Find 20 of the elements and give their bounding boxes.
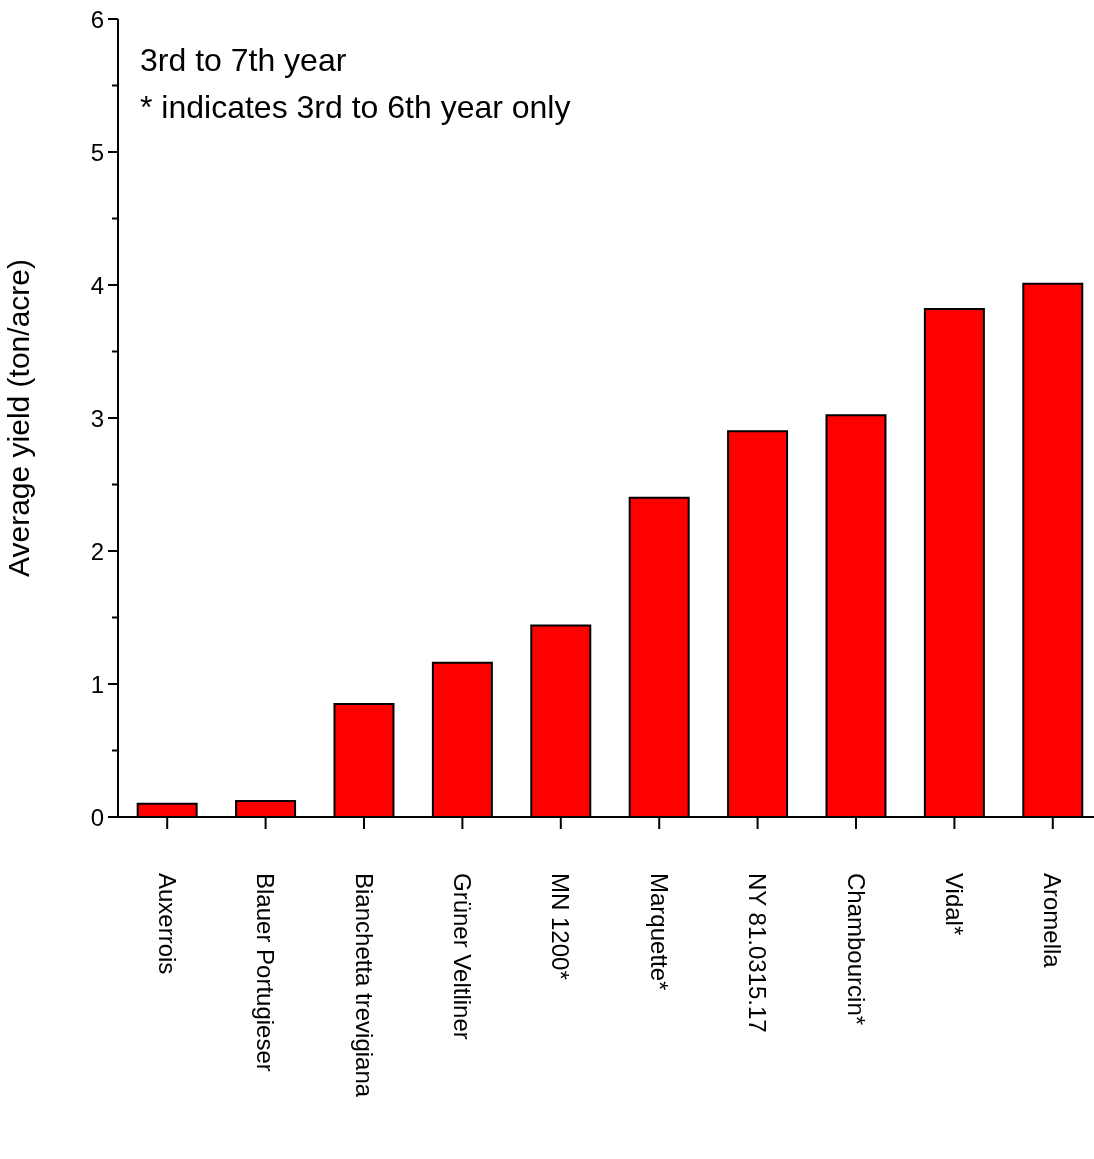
y-tick-label: 1: [90, 670, 104, 698]
x-tick-label: MN 1200*: [547, 873, 575, 980]
x-tick-label: Bianchetta trevigiana: [350, 873, 378, 1098]
x-tick-label: Aromella: [1039, 873, 1067, 969]
x-tick-label: NY 81.0315.17: [744, 873, 772, 1033]
y-axis-title: Average yield (ton/acre): [1, 259, 35, 577]
y-tick-label: 6: [90, 5, 104, 33]
annotation: * indicates 3rd to 6th year only: [140, 89, 571, 126]
y-tick-label: 2: [90, 537, 104, 565]
x-tick-label: Vidal*: [940, 873, 968, 936]
x-tick-label: Marquette*: [645, 873, 673, 991]
x-tick-label: Auxerrois: [153, 873, 181, 975]
annotation: 3rd to 7th year: [140, 42, 347, 79]
x-tick-label: Chambourcin*: [842, 873, 870, 1026]
y-tick-label: 3: [90, 404, 104, 432]
x-tick-label: Blauer Portugieser: [252, 873, 280, 1072]
y-tick-label: 0: [90, 803, 104, 831]
x-tick-label: Grüner Veltliner: [448, 873, 476, 1040]
y-tick-label: 5: [90, 138, 104, 166]
y-tick-label: 4: [90, 271, 104, 299]
